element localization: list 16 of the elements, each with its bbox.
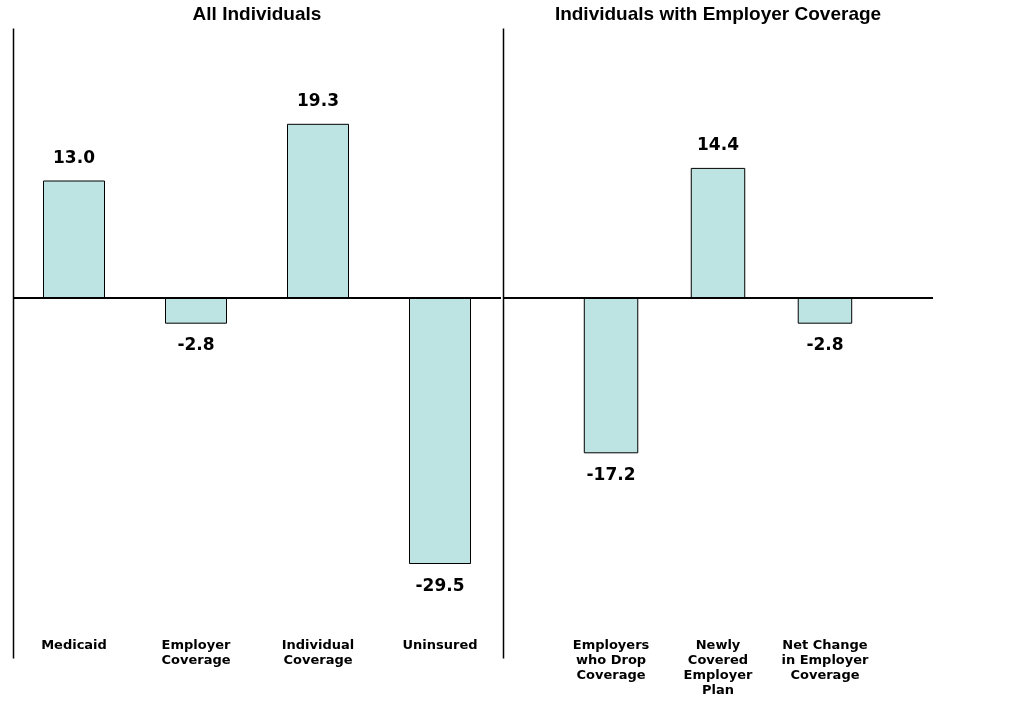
x-tick-label: Newly Covered Employer Plan (683, 636, 753, 697)
data-label: -17.2 (586, 463, 636, 484)
x-tick-label: Individual Coverage (281, 636, 355, 667)
x-tick-label: Uninsured (402, 636, 478, 652)
x-tick-label: Net Change in Employer Coverage (781, 636, 870, 682)
x-tick-label: Employer Coverage (161, 636, 231, 667)
x-tick-label: Employers who Drop Coverage (572, 636, 650, 682)
data-label: -2.8 (806, 334, 844, 355)
data-label: 13.0 (53, 147, 96, 167)
chart-title: Individuals with Employer Coverage (554, 3, 882, 24)
data-label: 14.4 (697, 134, 740, 155)
data-label: -2.8 (177, 334, 215, 355)
x-tick-label: Medicaid (41, 636, 107, 652)
data-label: -29.5 (415, 574, 465, 595)
data-label: 19.3 (297, 90, 339, 111)
chart-title: All Individuals (192, 3, 322, 24)
